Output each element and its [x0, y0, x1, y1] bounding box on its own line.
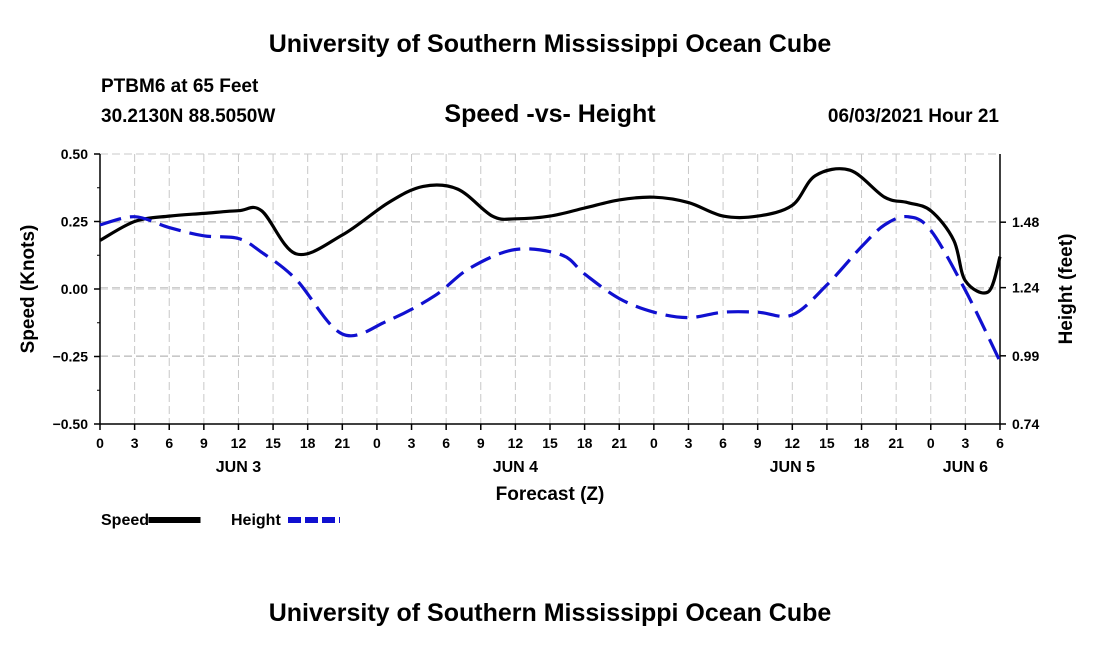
- y2-axis-title: Height (feet): [1056, 234, 1077, 345]
- series: [99, 167, 1002, 363]
- y-tick-label: 0.00: [61, 281, 88, 297]
- x-tick-label: 0: [96, 435, 104, 451]
- x-tick-label: 15: [819, 435, 835, 451]
- x-tick-label: 15: [265, 435, 281, 451]
- x-tick-label: 3: [408, 435, 416, 451]
- x-tick-label: 0: [927, 435, 935, 451]
- day-label: JUN 5: [770, 459, 815, 476]
- series-line-height: [99, 214, 1002, 363]
- chart-title-bottom: University of Southern Mississippi Ocean…: [268, 599, 832, 627]
- y2-tick-label: 1.48: [1012, 214, 1039, 230]
- day-label: JUN 3: [216, 459, 261, 476]
- x-tick-label: 12: [785, 435, 801, 451]
- series-line-speed: [99, 167, 1002, 295]
- x-tick-label: 18: [300, 435, 316, 451]
- x-tick-label: 3: [685, 435, 693, 451]
- legend-label-height: Height: [231, 512, 281, 529]
- x-tick-label: 6: [165, 435, 173, 451]
- x-tick-label: 9: [754, 435, 762, 451]
- x-tick-label: 21: [335, 435, 351, 451]
- x-tick-label: 9: [477, 435, 485, 451]
- y2-tick-label: 0.74: [1012, 416, 1039, 432]
- x-tick-label: 15: [542, 435, 558, 451]
- y-tick-label: −0.25: [53, 349, 89, 365]
- y-tick-label: 0.50: [61, 146, 88, 162]
- y2-tick-label: 1.24: [1012, 280, 1039, 296]
- x-tick-label: 3: [961, 435, 969, 451]
- y-axis-title: Speed (Knots): [18, 225, 39, 354]
- x-tick-label: 6: [719, 435, 727, 451]
- legend-label-speed: Speed: [101, 512, 149, 529]
- legend: Speed Height: [101, 512, 340, 529]
- x-tick-label: 0: [373, 435, 381, 451]
- forecast-datetime: 06/03/2021 Hour 21: [827, 106, 999, 127]
- x-tick-label: 0: [650, 435, 658, 451]
- axis-labels: −0.50 −0.25 0.00 0.25 0.50 0.74 0.99 1.24 1.48 0 3…: [18, 146, 1077, 505]
- x-tick-label: 6: [996, 435, 1004, 451]
- day-label: JUN 4: [493, 459, 538, 476]
- x-tick-label: 3: [131, 435, 139, 451]
- x-tick-label: 9: [200, 435, 208, 451]
- x-tick-label: 12: [231, 435, 247, 451]
- axes: [94, 153, 1006, 430]
- coordinates-label: 30.2130N 88.5050W: [101, 106, 276, 127]
- chart-subtitle: Speed -vs- Height: [444, 100, 656, 128]
- x-tick-label: 12: [508, 435, 524, 451]
- y-tick-label: 0.25: [61, 214, 88, 230]
- x-tick-label: 21: [611, 435, 627, 451]
- chart-title-top: University of Southern Mississippi Ocean…: [268, 30, 832, 58]
- x-tick-label: 18: [854, 435, 870, 451]
- x-axis-title: Forecast (Z): [496, 484, 605, 505]
- grid: [100, 153, 1000, 425]
- day-label: JUN 6: [943, 459, 988, 476]
- y2-tick-label: 0.99: [1012, 348, 1039, 364]
- x-tick-label: 21: [888, 435, 904, 451]
- y-tick-label: −0.50: [53, 416, 89, 432]
- station-label: PTBM6 at 65 Feet: [101, 76, 259, 97]
- x-tick-label: 18: [577, 435, 593, 451]
- x-tick-label: 6: [442, 435, 450, 451]
